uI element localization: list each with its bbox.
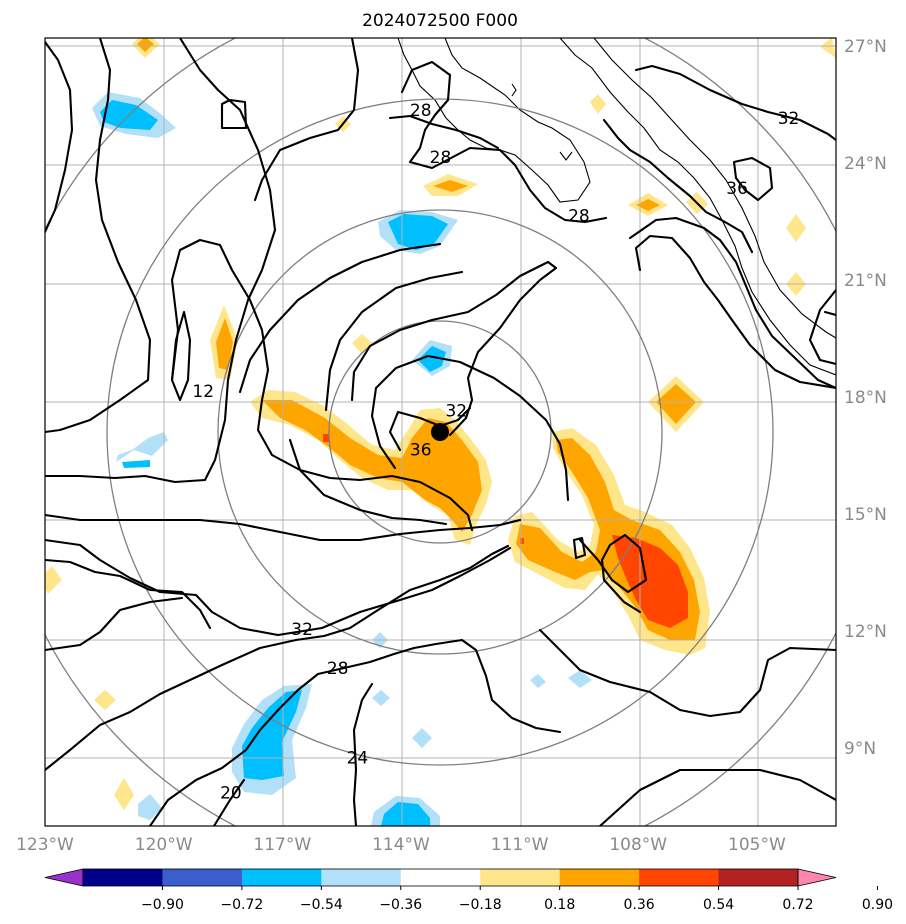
latitude-label: 12°N xyxy=(844,622,887,642)
longitude-label: 117°W xyxy=(253,835,311,855)
latitude-label: 27°N xyxy=(844,37,887,57)
colorbar-bin xyxy=(480,869,561,886)
map-frame xyxy=(44,37,837,827)
contour-label: 24 xyxy=(347,749,369,769)
latitude-label: 24°N xyxy=(844,154,887,174)
shaded-field xyxy=(45,38,836,826)
colorbar-tick-label: −0.18 xyxy=(459,897,502,913)
contour-label: 36 xyxy=(410,440,432,460)
colorbar-tick-label: −0.72 xyxy=(220,897,263,913)
figure-title: 2024072500 F000 xyxy=(362,11,518,31)
colorbar: −0.90 −0.72 −0.54 −0.36 −0.18 0.18 0.36 0.54 0.7… xyxy=(44,868,893,913)
colorbar-bin xyxy=(559,869,640,886)
latitude-label: 15°N xyxy=(844,505,887,525)
contour-label: 28 xyxy=(410,101,432,121)
contour-label: 28 xyxy=(568,206,590,226)
longitude-labels: 123°W 120°W 117°W 114°W 111°W 108°W 105°W xyxy=(16,835,786,855)
longitude-label: 105°W xyxy=(728,835,786,855)
contour-label: 28 xyxy=(327,659,349,679)
colorbar-bin xyxy=(321,869,402,886)
colorbar-tick-label: 0.72 xyxy=(782,897,813,913)
contour-lines xyxy=(45,38,836,826)
contour-label: 32 xyxy=(445,401,467,421)
contour-label: 20 xyxy=(220,784,242,804)
latitude-label: 9°N xyxy=(844,739,876,759)
contour-label: 12 xyxy=(192,382,214,402)
longitude-label: 108°W xyxy=(609,835,667,855)
storm-center-marker xyxy=(431,423,449,441)
longitude-label: 120°W xyxy=(135,835,193,855)
colorbar-tick-label: 0.90 xyxy=(862,897,893,913)
colorbar-bin xyxy=(718,869,799,886)
colorbar-extend-max xyxy=(797,868,837,887)
coastline xyxy=(397,38,836,376)
map-area: 28 28 28 32 36 12 32 36 32 28 24 20 xyxy=(45,38,836,826)
longitude-label: 114°W xyxy=(372,835,430,855)
colorbar-tick-label: 0.54 xyxy=(703,897,734,913)
longitude-label: 111°W xyxy=(491,835,549,855)
contour-label: 28 xyxy=(430,148,452,168)
map-gridlines xyxy=(45,38,836,826)
latitude-labels: 27°N 24°N 21°N 18°N 15°N 12°N 9°N xyxy=(844,37,887,759)
colorbar-extend-min xyxy=(44,868,84,887)
contour-labels: 28 28 28 32 36 12 32 36 32 28 24 20 xyxy=(192,101,800,804)
longitude-label: 123°W xyxy=(16,835,74,855)
contour-label: 32 xyxy=(291,620,313,640)
colorbar-tick-label: −0.90 xyxy=(141,897,184,913)
colorbar-tick-label: 0.18 xyxy=(544,897,575,913)
colorbar-bin xyxy=(83,869,163,886)
colorbar-tick-label: −0.36 xyxy=(379,897,422,913)
colorbar-tick-label: 0.36 xyxy=(624,897,655,913)
contour-label: 32 xyxy=(778,109,800,129)
range-rings xyxy=(45,38,836,826)
colorbar-outline xyxy=(82,868,799,887)
colorbar-tick-label: −0.54 xyxy=(300,897,343,913)
colorbar-bin xyxy=(639,869,720,886)
latitude-label: 18°N xyxy=(844,388,887,408)
colorbar-bin xyxy=(162,869,243,886)
latitude-label: 21°N xyxy=(844,271,887,291)
colorbar-bin xyxy=(400,869,481,886)
contour-label: 36 xyxy=(726,179,748,199)
colorbar-bin xyxy=(241,869,322,886)
